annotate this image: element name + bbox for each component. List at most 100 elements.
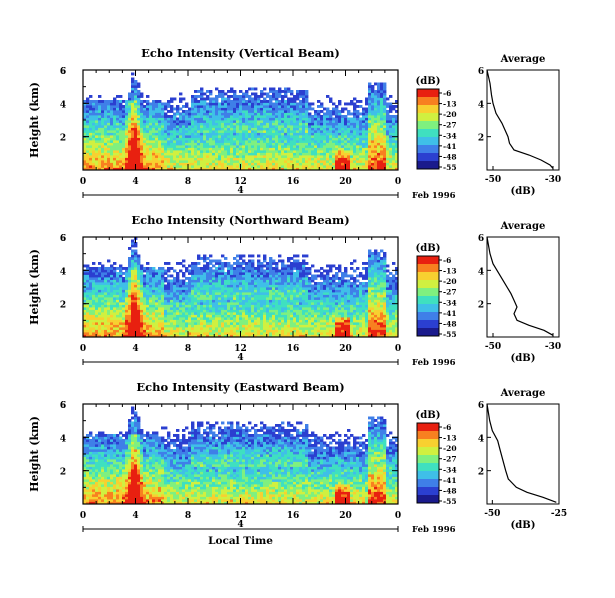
- echo-cell: [134, 279, 138, 283]
- echo-cell: [245, 274, 249, 278]
- echo-cell: [362, 152, 366, 156]
- echo-cell: [251, 152, 255, 156]
- echo-cell: [131, 95, 135, 98]
- echo-cell: [203, 302, 207, 305]
- echo-cell: [365, 152, 369, 156]
- echo-cell: [86, 334, 90, 338]
- echo-cell: [104, 327, 108, 330]
- echo-cell: [182, 140, 186, 143]
- echo-cell: [188, 132, 192, 136]
- echo-cell: [155, 110, 159, 113]
- echo-cell: [380, 97, 384, 101]
- echo-cell: [260, 145, 264, 148]
- echo-cell: [305, 112, 309, 116]
- echo-cell: [119, 319, 123, 323]
- echo-cell: [263, 287, 267, 290]
- echo-cell: [218, 120, 222, 123]
- echo-cell: [251, 277, 255, 280]
- echo-cell: [119, 269, 123, 273]
- echo-cell: [152, 329, 156, 333]
- echo-cell: [113, 150, 117, 153]
- echo-cell: [167, 102, 171, 106]
- echo-cell: [233, 324, 237, 328]
- echo-cell: [155, 132, 159, 136]
- echo-cell: [143, 112, 147, 116]
- x-tick-label: 4: [132, 177, 138, 187]
- echo-cell: [125, 307, 129, 310]
- echo-cell: [182, 292, 186, 295]
- echo-cell: [383, 140, 387, 143]
- echo-cell: [182, 294, 186, 298]
- echo-cell: [368, 107, 372, 111]
- echo-cell: [110, 307, 114, 310]
- echo-cell: [155, 162, 159, 166]
- echo-cell: [278, 120, 282, 123]
- echo-cell: [227, 279, 231, 283]
- echo-cell: [221, 160, 225, 163]
- echo-cell: [116, 287, 120, 290]
- echo-cell: [245, 137, 249, 141]
- echo-cell: [299, 135, 303, 138]
- echo-cell: [389, 160, 393, 163]
- echo-cell: [230, 150, 234, 153]
- echo-cell: [155, 317, 159, 320]
- echo-cell: [218, 317, 222, 320]
- echo-cell: [134, 327, 138, 330]
- echo-cell: [125, 302, 129, 305]
- echo-cell: [188, 147, 192, 151]
- echo-cell: [224, 92, 228, 96]
- echo-cell: [263, 279, 267, 283]
- echo-cell: [125, 327, 129, 330]
- echo-cell: [146, 117, 150, 121]
- echo-cell: [134, 80, 138, 83]
- echo-cell: [113, 117, 117, 121]
- echo-cell: [89, 117, 93, 121]
- echo-cell: [173, 140, 177, 143]
- echo-cell: [263, 307, 267, 310]
- echo-cell: [170, 130, 174, 133]
- echo-cell: [125, 160, 129, 163]
- echo-cell: [218, 287, 222, 290]
- echo-cell: [152, 117, 156, 121]
- echo-cell: [230, 284, 234, 288]
- echo-cell: [254, 297, 258, 300]
- echo-cell: [353, 162, 357, 166]
- echo-cell: [236, 117, 240, 121]
- echo-cell: [260, 312, 264, 315]
- echo-cell: [227, 329, 231, 333]
- echo-cell: [359, 165, 363, 168]
- echo-cell: [149, 282, 153, 285]
- echo-cell: [104, 324, 108, 328]
- echo-cell: [146, 292, 150, 295]
- echo-cell: [341, 147, 345, 151]
- echo-cell: [245, 272, 249, 275]
- echo-cell: [173, 304, 177, 308]
- echo-cell: [320, 127, 324, 131]
- echo-cell: [134, 257, 138, 260]
- echo-cell: [224, 324, 228, 328]
- echo-cell: [257, 334, 261, 338]
- echo-cell: [140, 309, 144, 313]
- echo-cell: [323, 137, 327, 141]
- echo-cell: [248, 332, 252, 335]
- echo-cell: [191, 100, 195, 103]
- echo-cell: [86, 110, 90, 113]
- echo-cell: [194, 297, 198, 300]
- echo-cell: [164, 272, 168, 275]
- echo-cell: [239, 112, 243, 116]
- echo-cell: [116, 304, 120, 308]
- echo-cell: [140, 267, 144, 270]
- echo-cell: [122, 284, 126, 288]
- echo-cell: [116, 309, 120, 313]
- echo-cell: [332, 127, 336, 131]
- echo-cell: [101, 117, 105, 121]
- echo-cell: [143, 157, 147, 161]
- echo-cell: [101, 269, 105, 273]
- echo-cell: [179, 322, 183, 325]
- echo-cell: [386, 145, 390, 148]
- echo-cell: [122, 157, 126, 161]
- echo-cell: [221, 95, 225, 98]
- echo-cell: [227, 332, 231, 335]
- echo-cell: [248, 155, 252, 158]
- echo-cell: [251, 150, 255, 153]
